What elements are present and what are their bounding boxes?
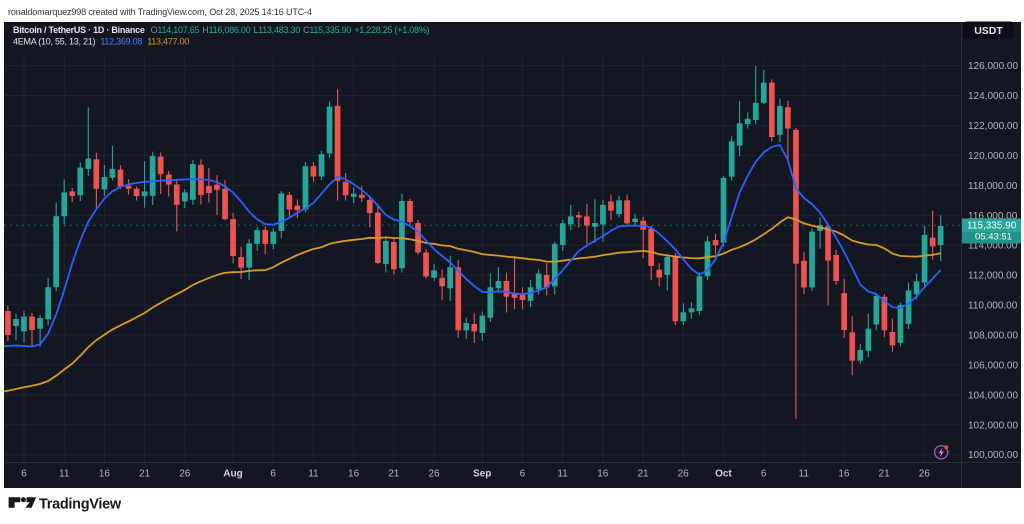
svg-text:126,000.00: 126,000.00: [968, 61, 1018, 72]
svg-text:120,000.00: 120,000.00: [968, 151, 1018, 162]
svg-text:116,000.00: 116,000.00: [968, 211, 1018, 222]
svg-text:11: 11: [557, 469, 568, 480]
svg-text:106,000.00: 106,000.00: [968, 360, 1018, 371]
svg-text:11: 11: [59, 469, 70, 480]
svg-text:USDT: USDT: [974, 25, 1003, 37]
svg-text:118,000.00: 118,000.00: [968, 181, 1018, 192]
svg-text:6: 6: [761, 469, 767, 480]
svg-text:26: 26: [919, 469, 931, 480]
svg-text:Sep: Sep: [473, 469, 491, 480]
svg-text:Aug: Aug: [223, 469, 242, 480]
svg-text:11: 11: [308, 469, 319, 480]
svg-text:21: 21: [879, 469, 891, 480]
svg-text:115,335.90: 115,335.90: [967, 221, 1017, 232]
svg-text:6: 6: [520, 469, 526, 480]
svg-text:16: 16: [838, 469, 850, 480]
svg-text:112,000.00: 112,000.00: [968, 271, 1018, 282]
svg-text:16: 16: [99, 469, 111, 480]
svg-text:16: 16: [348, 469, 360, 480]
svg-text:21: 21: [637, 469, 649, 480]
svg-text:11: 11: [799, 469, 810, 480]
svg-text:6: 6: [270, 469, 276, 480]
svg-text:05:43:51: 05:43:51: [975, 232, 1012, 243]
svg-text:6: 6: [21, 469, 27, 480]
svg-text:21: 21: [139, 469, 151, 480]
svg-text:108,000.00: 108,000.00: [968, 331, 1018, 342]
svg-text:26: 26: [678, 469, 690, 480]
svg-text:26: 26: [179, 469, 191, 480]
svg-text:21: 21: [388, 469, 400, 480]
svg-text:16: 16: [597, 469, 609, 480]
svg-text:Bitcoin / TetherUS · 1D · Bina: Bitcoin / TetherUS · 1D · Binance O114,10…: [13, 25, 430, 35]
svg-text:26: 26: [428, 469, 440, 480]
svg-text:114,000.00: 114,000.00: [968, 241, 1018, 252]
svg-text:100,000.00: 100,000.00: [968, 450, 1018, 461]
svg-text:102,000.00: 102,000.00: [968, 420, 1018, 431]
svg-text:104,000.00: 104,000.00: [968, 390, 1018, 401]
svg-text:Oct: Oct: [715, 469, 732, 480]
svg-text:110,000.00: 110,000.00: [968, 301, 1018, 312]
svg-text:TradingView: TradingView: [39, 497, 122, 513]
svg-text:122,000.00: 122,000.00: [968, 121, 1018, 132]
svg-text:ronaldomarquez998 created with: ronaldomarquez998 created with TradingVi…: [8, 7, 312, 17]
svg-text:4EMA (10, 55, 13, 21)112,369.0: 4EMA (10, 55, 13, 21) 112,369.08 113,477.0…: [13, 37, 189, 47]
svg-text:124,000.00: 124,000.00: [968, 91, 1018, 102]
